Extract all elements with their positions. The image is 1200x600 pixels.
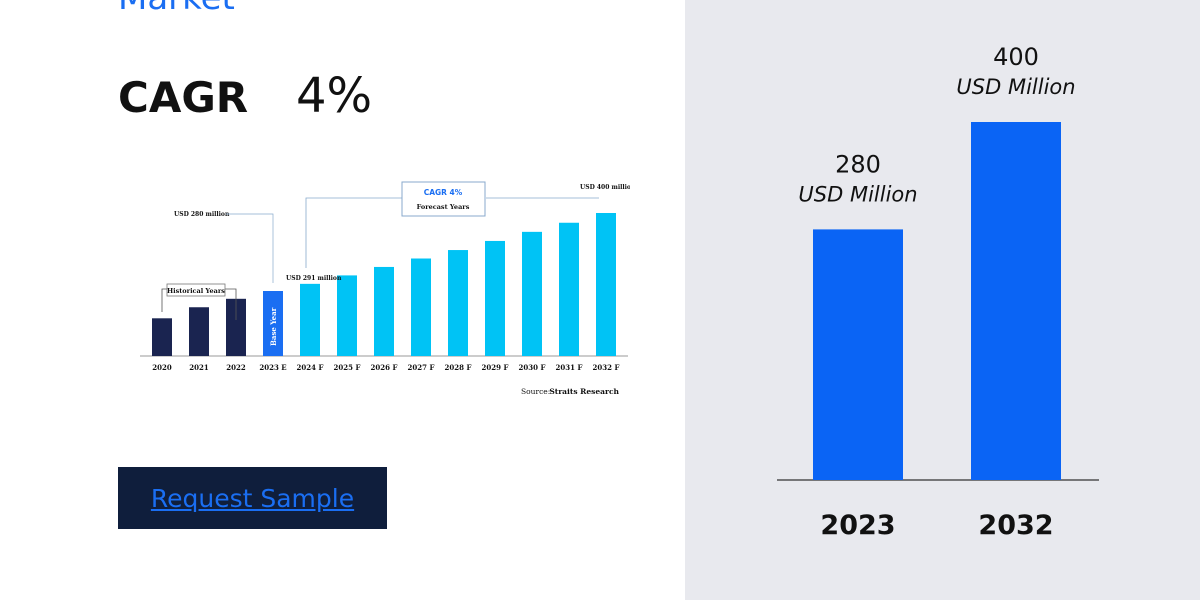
tick-label: 2032 F [593, 363, 620, 372]
comparison-chart: 280 USD Million 2023 400 USD Million 2032 [777, 43, 1099, 541]
cagr-box-subtitle: Forecast Years [417, 203, 470, 211]
tick-label: 2030 F [519, 363, 546, 372]
tick-label: 2028 F [445, 363, 472, 372]
historical-label-box [166, 283, 226, 297]
tick-label: 2021 [189, 363, 209, 372]
page-title: Market [118, 0, 235, 18]
source-name: Straits Research [549, 387, 619, 396]
tick-label: 2022 [226, 363, 246, 372]
bar-2029-F [485, 240, 505, 356]
tick-label: 2027 F [408, 363, 435, 372]
tick-label: 2023 E [259, 363, 286, 372]
cagr-box-title: CAGR 4% [424, 188, 463, 197]
bar-2028-F [448, 250, 468, 356]
value-label: 280 [835, 150, 881, 178]
unit-label: USD Million [798, 182, 917, 206]
tick-label: 2024 F [297, 363, 324, 372]
tick-label: 2026 F [371, 363, 398, 372]
cagr-label: CAGR [118, 73, 249, 122]
base-value-label: USD 291 million [286, 275, 342, 282]
start-value-label: USD 280 million [174, 211, 230, 218]
bar-2020 [152, 318, 172, 356]
request-sample-button[interactable]: Request Sample [118, 467, 387, 529]
bar-2021 [189, 307, 209, 356]
request-sample-label: Request Sample [150, 483, 355, 513]
bar-2032-F [596, 213, 616, 356]
bar-2024-F [300, 283, 320, 356]
bar-2030-F [522, 231, 542, 356]
bar-2031-F [559, 222, 579, 356]
big-bar-2023 [813, 229, 903, 480]
base-year-label: Base Year [269, 307, 278, 346]
cagr-box [401, 181, 486, 217]
tick-label: 2020 [152, 363, 172, 372]
end-value-label: USD 400 million [580, 184, 630, 191]
source-label: Source: [521, 387, 550, 396]
category-label: 2032 [978, 510, 1053, 541]
market-forecast-chart: 2020 2021 2022 2023 E 2024 F 2025 F 2026 F 2027… [140, 181, 630, 396]
cagr-connector [305, 197, 402, 268]
value-label: 400 [993, 43, 1039, 71]
tick-label: 2029 F [482, 363, 509, 372]
bar-2023-E [263, 291, 283, 356]
tick-label: 2025 F [334, 363, 361, 372]
tick-label: 2031 F [556, 363, 583, 372]
bar-2027-F [411, 258, 431, 356]
bar-2025-F [337, 275, 357, 356]
cagr-value: 4% [296, 68, 373, 124]
bar-2026-F [374, 266, 394, 356]
start-connector [226, 213, 274, 283]
category-label: 2023 [820, 510, 895, 541]
right-panel: 280 USD Million 2023 400 USD Million 2032 [685, 0, 1200, 600]
unit-label: USD Million [956, 75, 1075, 99]
big-bar-2032 [971, 122, 1061, 480]
historical-label: Historical Years [167, 287, 225, 295]
bar-2022 [226, 298, 246, 356]
